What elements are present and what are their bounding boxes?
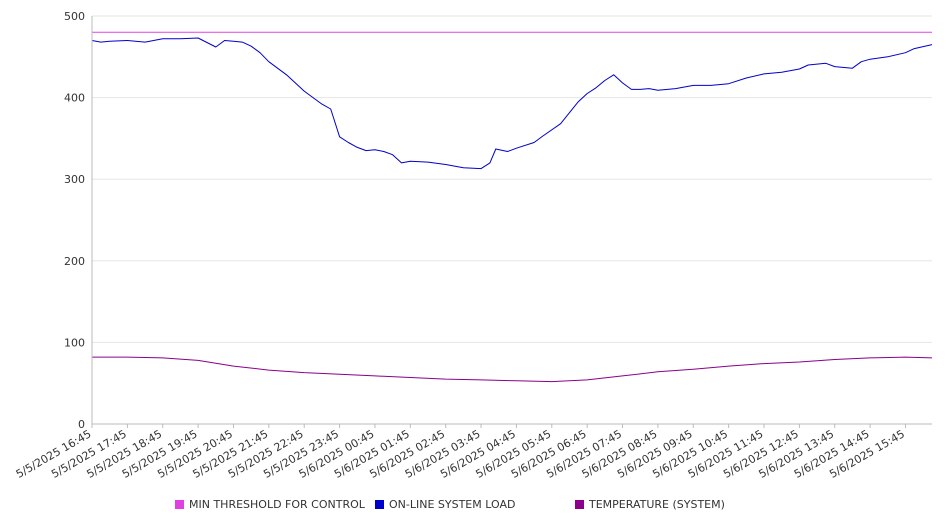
series-lines — [91, 31, 933, 383]
y-tick-label-200: 200 — [64, 255, 85, 268]
y-tick-label-400: 400 — [64, 92, 85, 105]
legend-item-temperature[interactable]: TEMPERATURE (SYSTEM) — [575, 498, 725, 511]
y-tick-label-0: 0 — [78, 418, 85, 431]
legend-swatch-threshold — [175, 500, 184, 509]
legend: MIN THRESHOLD FOR CONTROL ON-LINE SYSTEM… — [0, 498, 946, 514]
series-line-1 — [91, 37, 933, 170]
y-tick-labels: 0 100 200 300 400 500 — [64, 10, 85, 431]
legend-swatch-temperature — [575, 500, 584, 509]
legend-swatch-system-load — [375, 500, 384, 509]
y-tick-label-500: 500 — [64, 10, 85, 23]
legend-item-threshold[interactable]: MIN THRESHOLD FOR CONTROL — [175, 498, 365, 511]
legend-label-temperature: TEMPERATURE (SYSTEM) — [589, 498, 725, 511]
series-line-2 — [92, 356, 933, 383]
x-tick-labels: 5/5/2025 16:455/5/2025 17:455/5/2025 18:… — [14, 427, 907, 481]
legend-label-threshold: MIN THRESHOLD FOR CONTROL — [189, 498, 365, 511]
axes — [91, 16, 932, 428]
legend-label-system-load: ON-LINE SYSTEM LOAD — [389, 498, 516, 511]
legend-item-system-load[interactable]: ON-LINE SYSTEM LOAD — [375, 498, 515, 511]
grid-lines — [92, 15, 932, 343]
y-tick-label-300: 300 — [64, 173, 85, 186]
y-tick-label-100: 100 — [64, 336, 85, 349]
